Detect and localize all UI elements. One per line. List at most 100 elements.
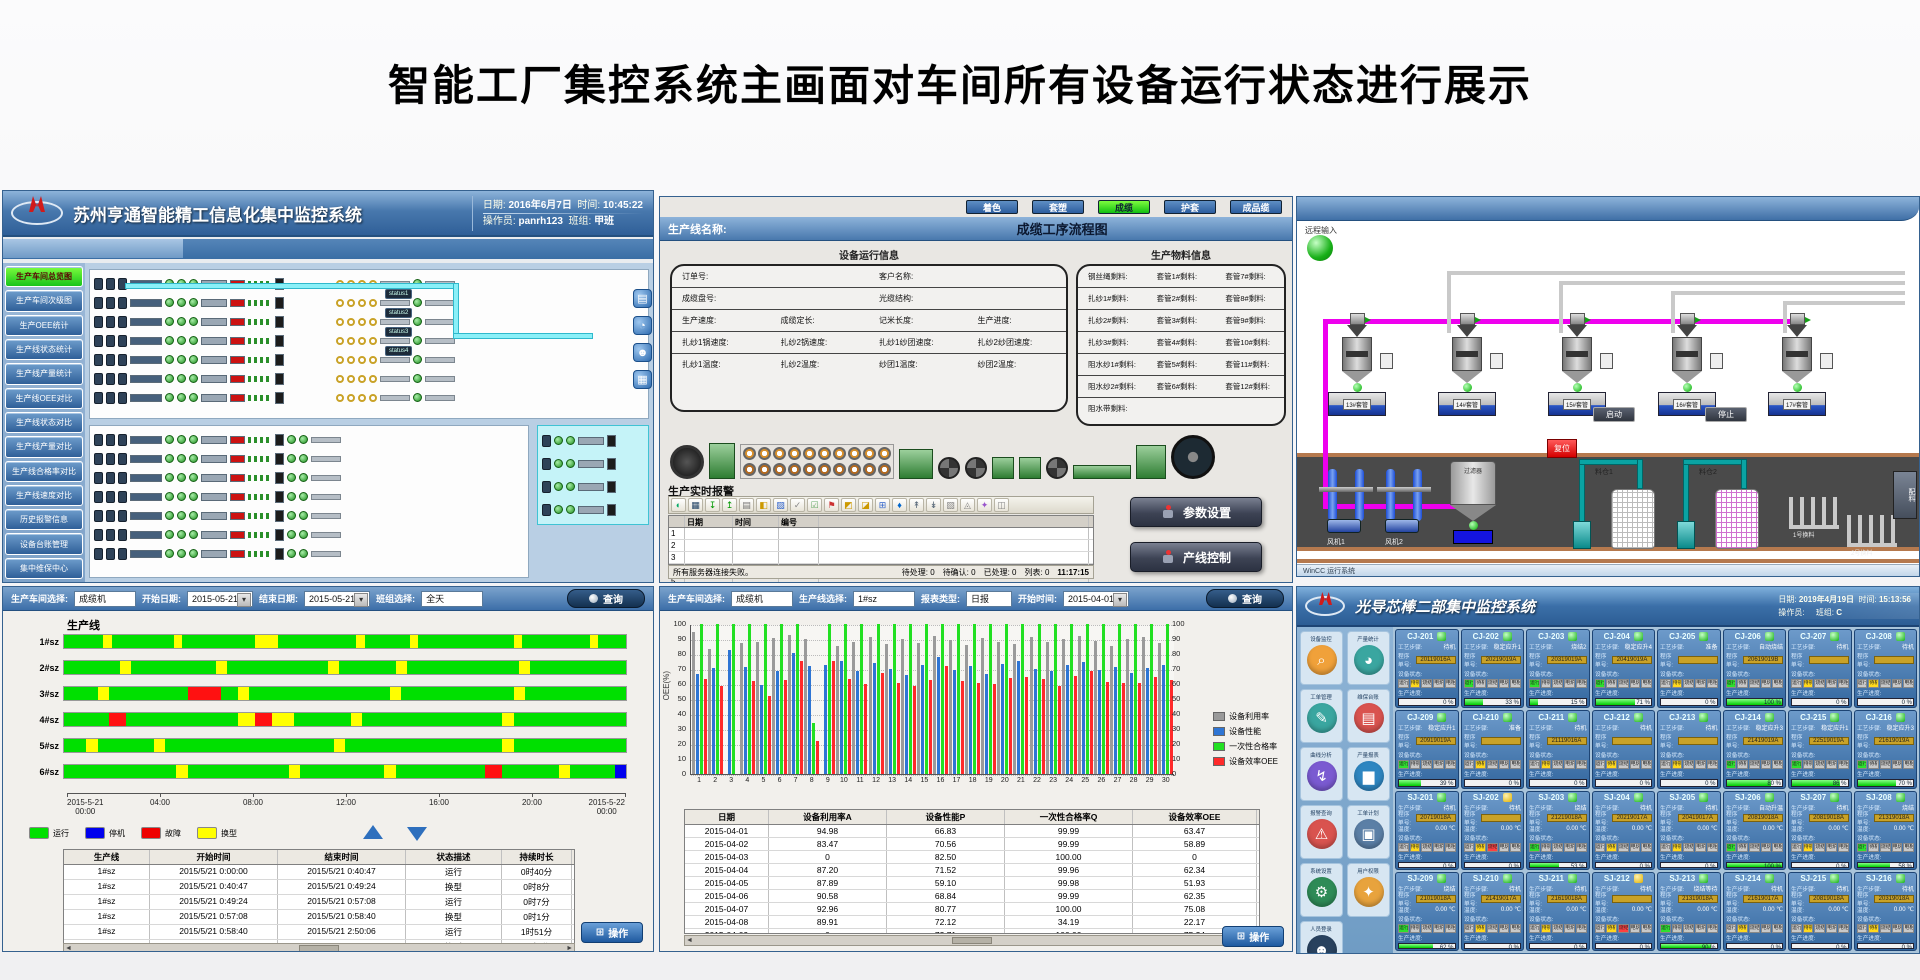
user-icon[interactable]: ☻ — [633, 343, 652, 362]
equipment-card-CJ-208[interactable]: CJ-208 工艺步骤: 待机 程序单号: 设备状态: 运行 待机 烧结 电炉 电柜 生产进度: 0… — [1853, 629, 1917, 708]
equipment-card-SJ-209[interactable]: SJ-209 生产步骤: 烧结 程序单号: 21019018A 温度: 0.00 ℃ 设备状态… — [1395, 872, 1459, 951]
nav-报警查询[interactable]: 报警查询 ⚠ — [1300, 805, 1343, 859]
equipment-card-CJ-209[interactable]: CJ-209 工艺步骤: 稳定应升1 程序单号: 20919019A 设备状态: 运行 待机烧… — [1395, 710, 1459, 789]
equipment-card-SJ-211[interactable]: SJ-211 生产步骤: 待机 程序单号: 21619018A 温度: 0.00 ℃ 设备状态… — [1526, 872, 1590, 951]
equipment-card-SJ-204[interactable]: SJ-204 生产步骤: 待机 程序单号: 20219017A 温度: 0.00 ℃ 设备状态… — [1591, 791, 1655, 870]
sidebar-item-设备台账管理[interactable]: 设备台账管理 — [5, 533, 83, 555]
equipment-card-CJ-203[interactable]: CJ-203 工艺步骤: 烧结2 程序单号: 20319019A 设备状态: 运行 待机 烧结电… — [1526, 629, 1590, 708]
equipment-card-SJ-215[interactable]: SJ-215 生产步骤: 待机 程序单号: 20819018A 温度: 0.00 ℃ 设备状态… — [1788, 872, 1852, 951]
process-tab-护套[interactable]: 护套 — [1164, 200, 1216, 214]
gantt-track[interactable] — [63, 686, 627, 701]
alarm-tool-icon[interactable]: ☑ — [807, 498, 822, 512]
gantt-track[interactable] — [63, 660, 627, 675]
equipment-card-SJ-203[interactable]: SJ-203 生产步骤: 烧结 程序单号: 21219018A 温度: 0.00 ℃ 设备状态… — [1526, 791, 1590, 870]
equipment-card-SJ-207[interactable]: SJ-207 生产步骤: 待机 程序单号: 20819018A 温度: 0.00 ℃ 设备状态… — [1788, 791, 1852, 870]
equipment-card-CJ-202[interactable]: CJ-202 工艺步骤: 稳定应升1 程序单号: 20219019A 设备状态: 运行 待机烧… — [1460, 629, 1524, 708]
equipment-card-CJ-201[interactable]: CJ-201 工艺步骤: 待机 程序单号: 20119016A 设备状态: 运行 待机 烧结 电炉… — [1395, 629, 1459, 708]
table-row[interactable]: 1#sz 2015/5/21 0:40:47 2015/5/21 0:49:24 换型… — [64, 880, 574, 895]
alarm-tool-icon[interactable]: ▨ — [773, 498, 788, 512]
alarm-tool-icon[interactable]: ✓ — [790, 498, 805, 512]
table-row[interactable]: 1#sz 2015/5/21 0:49:24 2015/5/21 0:57:08 运行… — [64, 895, 574, 910]
equipment-card-CJ-211[interactable]: CJ-211 工艺步骤: 待机 程序单号: 21119016A 设备状态: 运行 待机 烧结 电炉… — [1526, 710, 1590, 789]
bm-line-input[interactable]: 1#sz — [853, 590, 915, 607]
bm-workshop-input[interactable]: 成缆机 — [731, 590, 793, 607]
process-tab-成缆[interactable]: 成缆 — [1098, 200, 1150, 214]
equipment-card-CJ-210[interactable]: CJ-210 工艺步骤: 准备 程序单号: 设备状态: 运行 待机 烧结 电炉 电柜 生产进度: 0… — [1460, 710, 1524, 789]
nav-人员登录[interactable]: 人员登录 ☻ — [1300, 921, 1343, 953]
bl-workshop-input[interactable]: 成缆机 — [74, 590, 136, 607]
alarm-tool-icon[interactable]: ♦ — [892, 498, 907, 512]
params-settings-button[interactable]: 参数设置 — [1130, 497, 1262, 527]
equipment-card-SJ-208[interactable]: SJ-208 生产步骤: 烧结 程序单号: 21319018A 温度: 0.00 ℃ 设备状态… — [1853, 791, 1917, 870]
alarm-tool-icon[interactable]: ◐ — [671, 498, 686, 512]
bm-query-button[interactable]: 查询 — [1206, 589, 1284, 608]
sidebar-item-生产线状态统计[interactable]: 生产线状态统计 — [5, 338, 83, 361]
nav-系统设置[interactable]: 系统设置 ⚙ — [1300, 863, 1343, 917]
equipment-card-CJ-213[interactable]: CJ-213 工艺步骤: 待机 程序单号: 设备状态: 运行 待机 烧结 电炉 电柜 生产进度: 0… — [1657, 710, 1721, 789]
alarm-tool-icon[interactable]: ↧ — [705, 498, 720, 512]
gantt-track[interactable] — [63, 738, 627, 753]
alarm-tool-icon[interactable]: ⊞ — [875, 498, 890, 512]
line-control-button[interactable]: 产线控制 — [1130, 542, 1262, 572]
equipment-card-SJ-202[interactable]: SJ-202 生产步骤: 待机 程序单号: 温度: 0.00 ℃ 设备状态: 运行 待机 烧结电… — [1460, 791, 1524, 870]
nav-曲线分析[interactable]: 曲线分析 ↯ — [1300, 747, 1343, 801]
sidebar-item-生产车间总览图[interactable]: 生产车间总览图 — [5, 266, 83, 288]
equipment-card-CJ-206[interactable]: CJ-206 工艺步骤: 自动烧结 程序单号: 20619019B 设备状态: 运行 待机 烧结… — [1722, 629, 1786, 708]
alarm-bell-icon[interactable]: ◔ — [633, 316, 652, 335]
alarm-tool-icon[interactable]: ↡ — [926, 498, 941, 512]
equipment-card-SJ-201[interactable]: SJ-201 生产步骤: 待机 程序单号: 20719018A 温度: 0.00 ℃ 设备状态… — [1395, 791, 1459, 870]
bl-end-select[interactable]: 2015-05-21 — [304, 590, 371, 607]
bl-action-button[interactable]: ⊞ 操作 — [581, 922, 643, 943]
equipment-card-SJ-210[interactable]: SJ-210 生产步骤: 待机 程序单号: 21419017A 温度: 0.00 ℃ 设备状态… — [1460, 872, 1524, 951]
table-row[interactable]: 1#sz 2015/5/21 0:00:00 2015/5/21 0:40:47 运行… — [64, 865, 574, 880]
process-tab-着色[interactable]: 着色 — [966, 200, 1018, 214]
nav-产量报表[interactable]: 产量报表 ▆ — [1347, 747, 1390, 801]
alarm-tool-icon[interactable]: ✦ — [977, 498, 992, 512]
alarm-tool-icon[interactable]: ▧ — [943, 498, 958, 512]
bl-shift-input[interactable]: 全天 — [421, 590, 484, 607]
table-row[interactable]: 2015-04-02 83.47 70.56 99.99 58.89 — [685, 838, 1259, 851]
alarm-tool-icon[interactable]: ↥ — [722, 498, 737, 512]
sidebar-item-生产线状态对比[interactable]: 生产线状态对比 — [5, 411, 83, 434]
equipment-card-CJ-212[interactable]: CJ-212 工艺步骤: 待机 程序单号: 设备状态: 运行 待机 烧结 电炉 电柜 生产进度: 0… — [1591, 710, 1655, 789]
alarm-tool-icon[interactable]: ◬ — [960, 498, 975, 512]
equipment-card-CJ-205[interactable]: CJ-205 工艺步骤: 准备 程序单号: 设备状态: 运行 待机 烧结 电炉 电柜 生产进度: 0… — [1657, 629, 1721, 708]
table-row[interactable]: 1#sz 2015/5/21 0:57:08 2015/5/21 0:58:40 换型… — [64, 910, 574, 925]
table-row[interactable]: 2015-04-05 87.89 59.10 99.98 51.93 — [685, 877, 1259, 890]
table-row[interactable]: 2015-04-04 87.20 71.52 99.96 62.34 — [685, 864, 1259, 877]
gantt-track[interactable] — [63, 764, 627, 779]
alarm-tool-icon[interactable]: ↟ — [909, 498, 924, 512]
alarm-tool-icon[interactable]: ◫ — [994, 498, 1009, 512]
nav-用户权限[interactable]: 用户权限 ✦ — [1347, 863, 1390, 917]
table-row[interactable]: 1#sz 2015/5/21 0:58:40 2015/5/21 2:50:06 运行… — [64, 925, 574, 940]
alarm-tool-icon[interactable]: ◩ — [841, 498, 856, 512]
equipment-card-SJ-212[interactable]: SJ-212 生产步骤: 待机 程序单号: 温度: 0.00 ℃ 设备状态: 运行 待机 烧结电… — [1591, 872, 1655, 951]
nav-产量统计[interactable]: 产量统计 ◕ — [1347, 631, 1390, 685]
start-button[interactable]: 启动 — [1593, 407, 1635, 422]
scroll-down-arrow[interactable] — [407, 827, 427, 841]
process-tab-成品缆[interactable]: 成品缆 — [1230, 200, 1282, 214]
alarm-tool-icon[interactable]: ▦ — [688, 498, 703, 512]
h-scrollbar[interactable]: ◄► — [684, 935, 1260, 946]
alarm-tool-icon[interactable]: ▤ — [739, 498, 754, 512]
sidebar-item-生产线产量统计[interactable]: 生产线产量统计 — [5, 363, 83, 385]
bm-action-button[interactable]: ⊞ 操作 — [1222, 926, 1284, 947]
kanban-icon[interactable]: ▤ — [633, 289, 652, 308]
table-row[interactable]: 2015-04-01 94.98 66.83 99.99 63.47 — [685, 825, 1259, 838]
gantt-track[interactable] — [63, 634, 627, 649]
equipment-card-SJ-213[interactable]: SJ-213 生产步骤: 烧结等待 程序单号: 21319018A 温度: 0.00 ℃ 设备… — [1657, 872, 1721, 951]
equipment-card-CJ-216[interactable]: CJ-216 工艺步骤: 稳定应升3 程序单号: 21619019A 设备状态: 运行 待机烧… — [1853, 710, 1917, 789]
reset-button[interactable]: 复位 — [1547, 439, 1577, 458]
sidebar-item-生产车间次级图[interactable]: 生产车间次级图 — [5, 290, 83, 312]
equipment-card-CJ-215[interactable]: CJ-215 工艺步骤: 稳定应升1 程序单号: 22519019A 设备状态: 运行 待机烧… — [1788, 710, 1852, 789]
table-row[interactable]: 2015-04-08 89.91 72.12 34.19 22.17 — [685, 916, 1259, 929]
nav-设备监控[interactable]: 设备监控 ⌕ — [1300, 631, 1343, 685]
table-row[interactable]: 2015-04-07 92.96 80.77 100.00 75.08 — [685, 903, 1259, 916]
sidebar-item-历史报警信息[interactable]: 历史报警信息 — [5, 509, 83, 531]
equipment-card-CJ-214[interactable]: CJ-214 工艺步骤: 稳定应升3 程序单号: 21419019A 设备状态: 运行 待机烧… — [1722, 710, 1786, 789]
table-row[interactable]: 2015-04-06 90.58 68.84 99.99 62.35 — [685, 890, 1259, 903]
report-icon[interactable]: ▦ — [633, 370, 652, 389]
process-tab-套塑[interactable]: 套塑 — [1032, 200, 1084, 214]
equipment-card-CJ-207[interactable]: CJ-207 工艺步骤: 待机 程序单号: 设备状态: 运行 待机 烧结 电炉 电柜 生产进度: 0… — [1788, 629, 1852, 708]
